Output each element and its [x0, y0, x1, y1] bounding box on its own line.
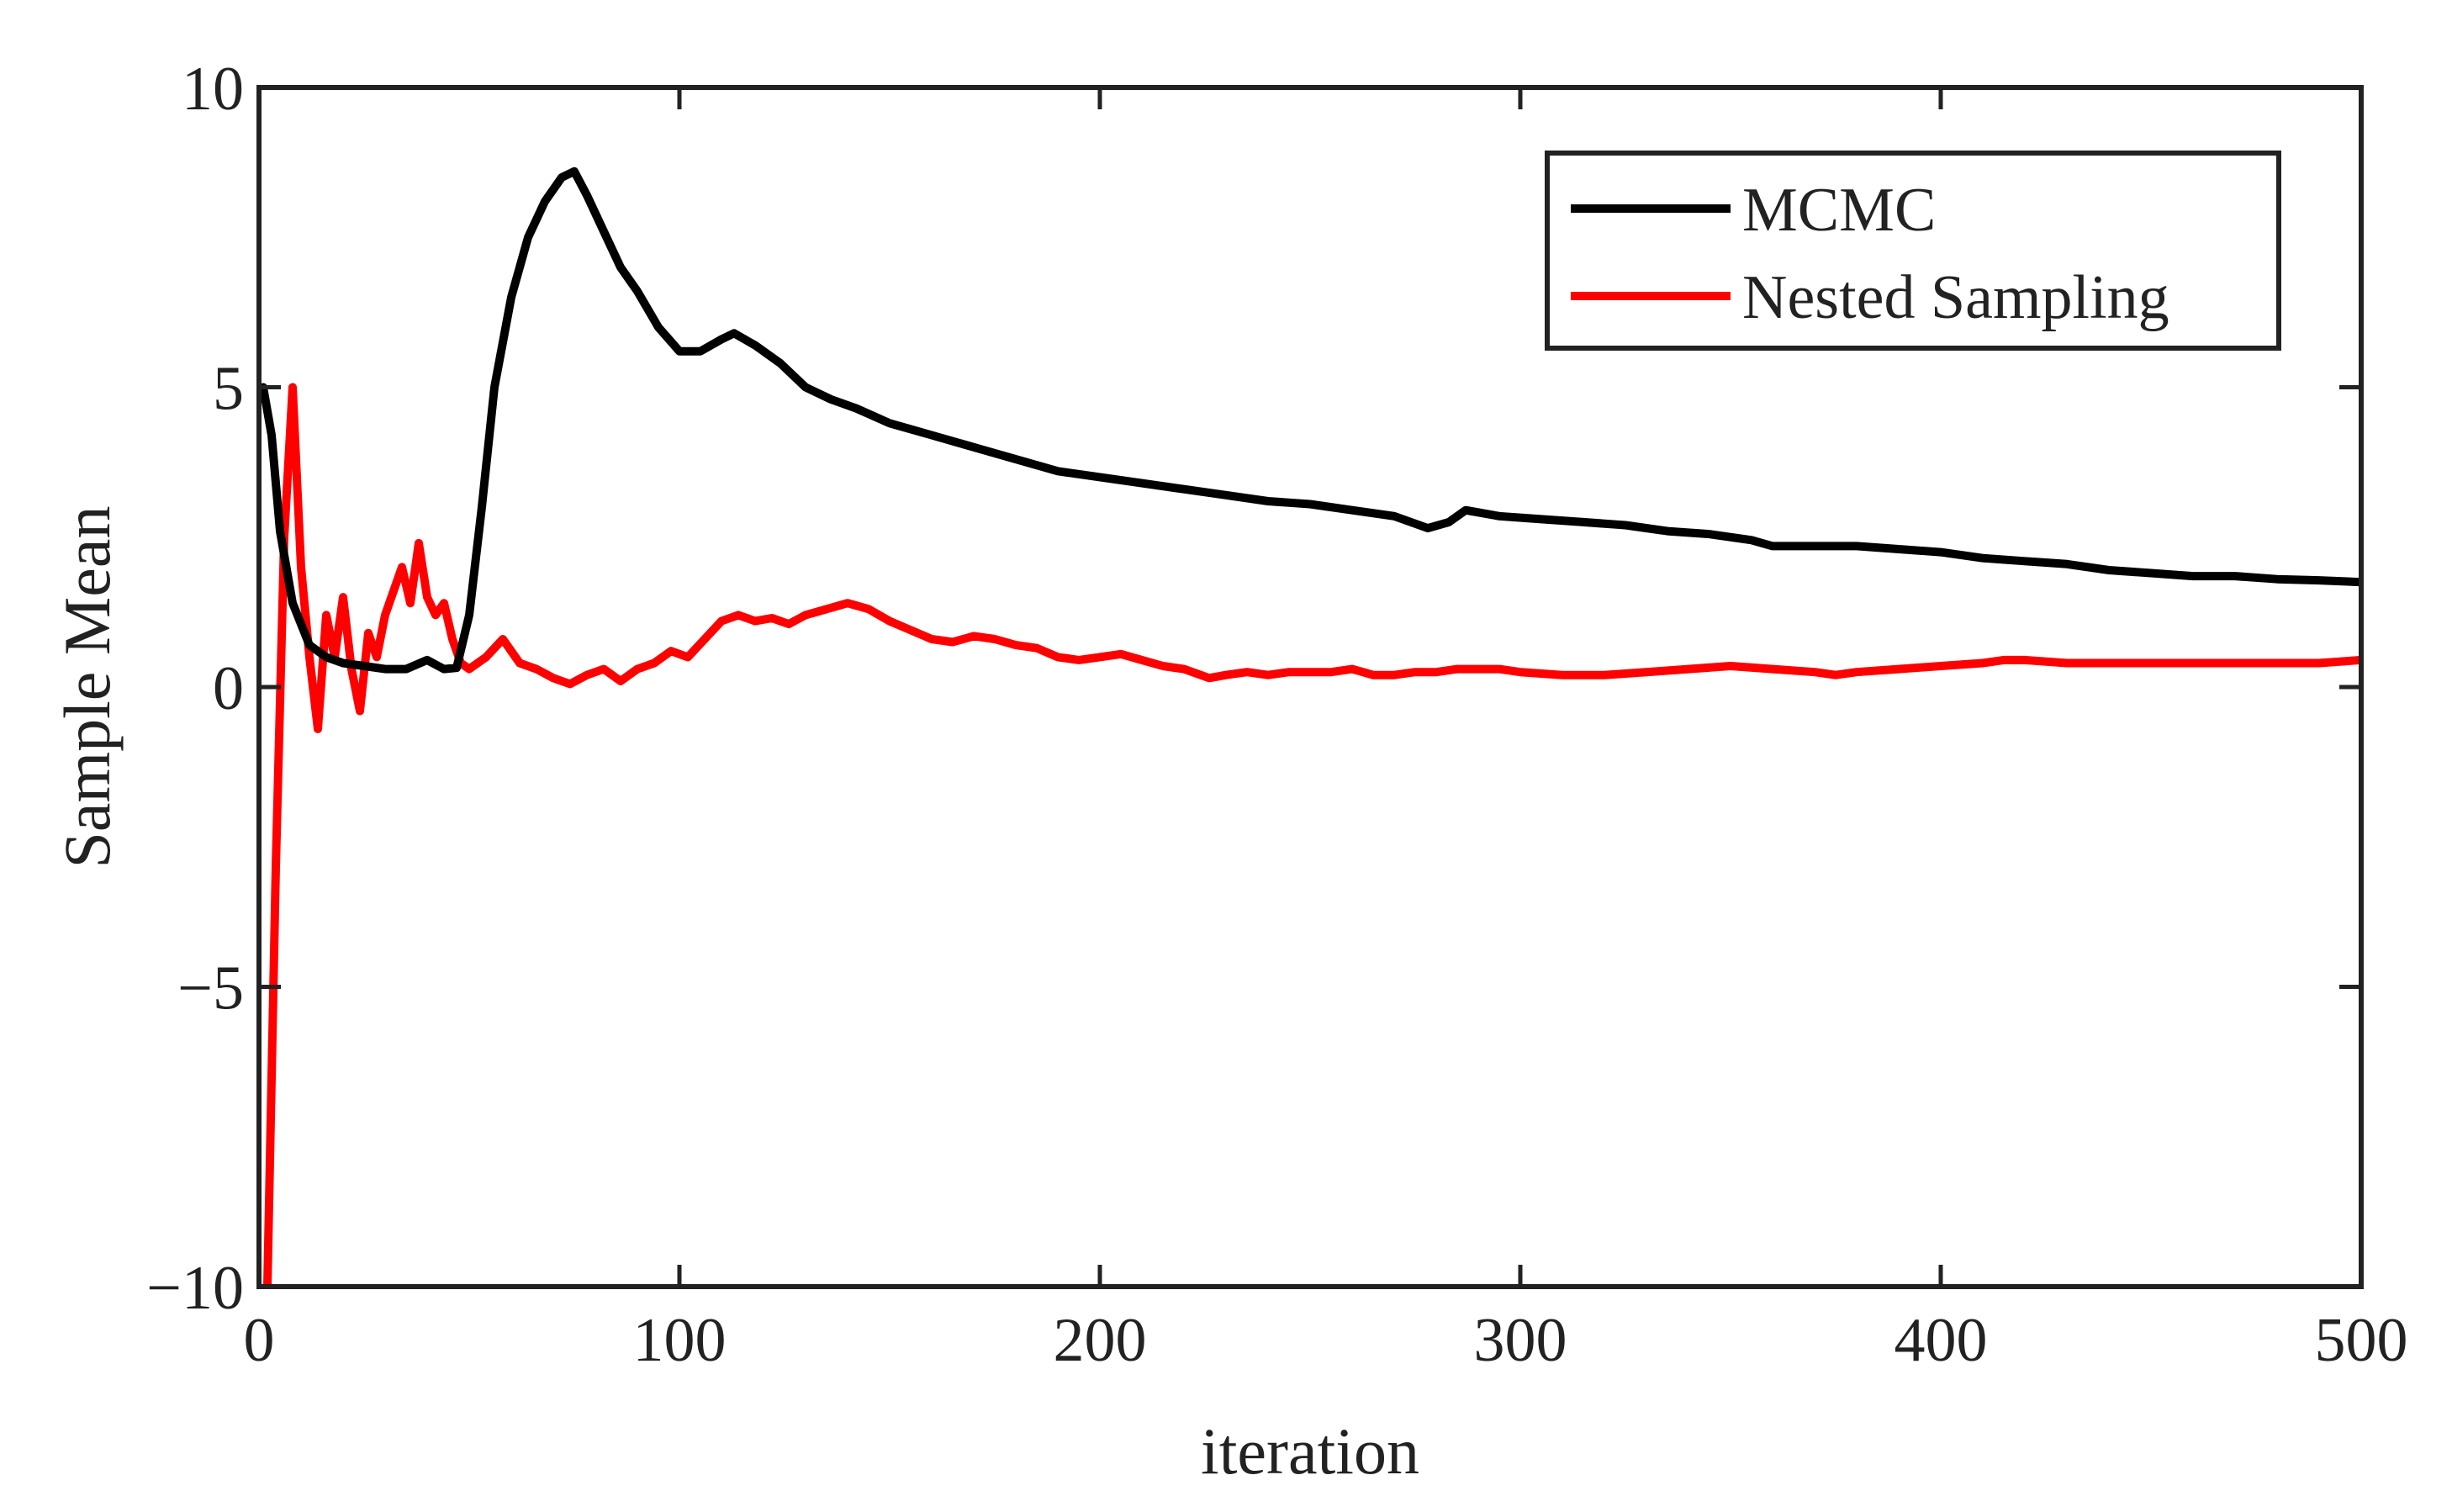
series-line-nested-sampling: [263, 383, 2361, 1287]
y-tick-label: 0: [213, 654, 244, 723]
series-line-mcmc: [259, 167, 2361, 674]
legend-label-mcmc: MCMC: [1742, 176, 1936, 245]
legend: MCMC Nested Sampling: [1545, 151, 2281, 351]
y-tick-label: −5: [177, 954, 244, 1023]
x-tick-label: 100: [633, 1306, 727, 1375]
x-tick-label: 0: [244, 1306, 275, 1375]
y-axis-title: Sample Mean: [50, 505, 124, 868]
y-tick-label: 10: [182, 55, 244, 124]
legend-label-nested-sampling: Nested Sampling: [1742, 263, 2169, 332]
x-tick-label: 500: [2315, 1306, 2408, 1375]
x-tick-label: 300: [1474, 1306, 1567, 1375]
x-tick-label: 400: [1894, 1306, 1988, 1375]
x-tick-label: 200: [1054, 1306, 1147, 1375]
x-axis-title: iteration: [1201, 1414, 1419, 1488]
legend-box: [1545, 151, 2281, 351]
y-tick-label: 5: [213, 355, 244, 424]
axes-frame: [256, 85, 2364, 1289]
y-tick-label: −10: [146, 1254, 244, 1323]
